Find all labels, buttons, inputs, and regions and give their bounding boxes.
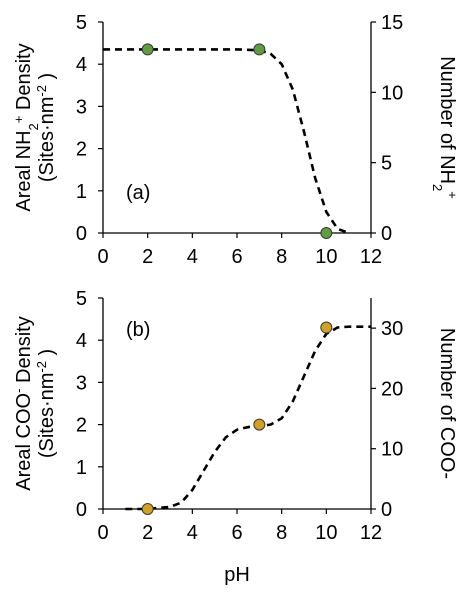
y2-axis-title: Number of NH2+ xyxy=(431,56,461,199)
x-tick-label: 12 xyxy=(360,246,382,268)
y-axis-title: Areal NH2+ Density xyxy=(11,43,41,211)
x-tick-label: 2 xyxy=(142,522,153,544)
x-tick-label: 10 xyxy=(315,246,337,268)
x-tick-label: 0 xyxy=(97,246,108,268)
x-tick-label: 10 xyxy=(315,522,337,544)
data-point xyxy=(141,503,154,515)
fit-curve xyxy=(103,48,350,235)
x-tick-label: 2 xyxy=(142,246,153,268)
y-tick-label: 1 xyxy=(76,181,87,203)
y2-tick-label: 0 xyxy=(381,499,392,521)
y-axis-units: (Sites·nm-2 ) xyxy=(34,73,59,182)
y-tick-label: 5 xyxy=(76,12,87,34)
data-point xyxy=(141,43,154,56)
x-tick-label: 4 xyxy=(187,522,198,544)
y2-tick-label: 20 xyxy=(381,378,403,400)
y-tick-label: 0 xyxy=(76,499,87,521)
y-axis-units: (Sites·nm-2 ) xyxy=(34,349,59,458)
y2-axis-title: Number of COO- xyxy=(436,328,458,479)
y-tick-label: 2 xyxy=(76,139,87,161)
x-tick-label: 8 xyxy=(276,246,287,268)
y-tick-label: 3 xyxy=(76,372,87,394)
x-tick-label: 0 xyxy=(97,522,108,544)
y-axis-title: Areal COO- Density xyxy=(11,316,36,490)
y2-tick-label: 5 xyxy=(381,153,392,175)
x-tick-label: 8 xyxy=(276,522,287,544)
y2-tick-label: 10 xyxy=(381,82,403,104)
data-point xyxy=(253,418,266,431)
fit-curve xyxy=(125,325,371,511)
x-tick-label: 6 xyxy=(231,522,242,544)
panel-label: (a) xyxy=(126,182,150,204)
y2-tick-label: 15 xyxy=(381,12,403,34)
y-tick-label: 3 xyxy=(76,96,87,118)
y-tick-label: 5 xyxy=(76,288,87,310)
y2-tick-label: 10 xyxy=(381,439,403,461)
data-point xyxy=(320,227,333,239)
y-tick-label: 2 xyxy=(76,415,87,437)
y2-tick-label: 0 xyxy=(381,223,392,245)
y-tick-label: 4 xyxy=(76,54,87,76)
y-tick-label: 1 xyxy=(76,457,87,479)
data-point xyxy=(320,321,333,334)
panel-label: (b) xyxy=(126,319,150,341)
x-tick-label: 6 xyxy=(231,246,242,268)
y-tick-label: 4 xyxy=(76,330,87,352)
x-tick-label: 4 xyxy=(187,246,198,268)
x-axis-title: pH xyxy=(224,564,250,586)
y-tick-label: 0 xyxy=(76,223,87,245)
y2-tick-label: 30 xyxy=(381,318,403,340)
x-tick-label: 12 xyxy=(360,522,382,544)
data-point xyxy=(253,43,266,56)
